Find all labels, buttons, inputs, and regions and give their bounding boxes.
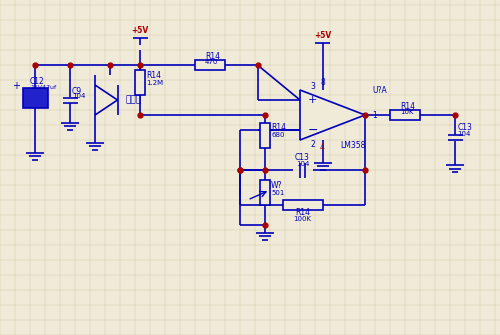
Text: 104: 104 [296,161,309,167]
Bar [22,87,48,108]
Text: LM358: LM358 [340,140,365,149]
Bar [390,110,420,120]
Text: 100K: 100K [294,216,312,222]
Text: U?A: U?A [372,85,387,94]
Text: 4: 4 [320,143,325,152]
Text: R14: R14 [295,208,310,217]
Text: +5V: +5V [132,25,148,35]
Text: 16V47uf: 16V47uf [30,85,56,90]
Text: 8: 8 [320,78,325,87]
Bar [260,123,270,147]
Text: +: + [12,81,20,91]
Text: W?: W? [271,181,282,190]
Text: 传感器: 传感器 [125,95,141,105]
Text: 3: 3 [310,81,315,90]
Text: 10K: 10K [400,109,413,115]
Bar [135,70,145,95]
Text: C13: C13 [458,123,472,132]
Text: 104: 104 [458,131,471,136]
Text: 1: 1 [372,111,378,120]
Text: C13: C13 [295,153,310,162]
Text: C9: C9 [72,86,82,95]
Text: 470: 470 [205,59,218,65]
Text: 501: 501 [271,190,284,196]
Bar [22,87,48,108]
Text: 680: 680 [271,132,284,138]
Text: +5V: +5V [314,30,331,40]
Text: R14: R14 [205,52,220,61]
Bar [260,180,270,205]
Text: −: − [308,124,318,136]
Text: 2: 2 [310,139,315,148]
Text: +: + [308,95,317,105]
Bar [195,60,225,70]
Text: R14: R14 [271,123,286,132]
Text: 1.2M: 1.2M [146,79,163,85]
Text: R14: R14 [146,70,161,79]
Text: C12: C12 [30,77,45,86]
Text: R14: R14 [400,102,415,111]
Polygon shape [95,85,118,115]
Polygon shape [300,90,365,140]
Bar [282,200,323,210]
Text: 104: 104 [72,93,86,99]
